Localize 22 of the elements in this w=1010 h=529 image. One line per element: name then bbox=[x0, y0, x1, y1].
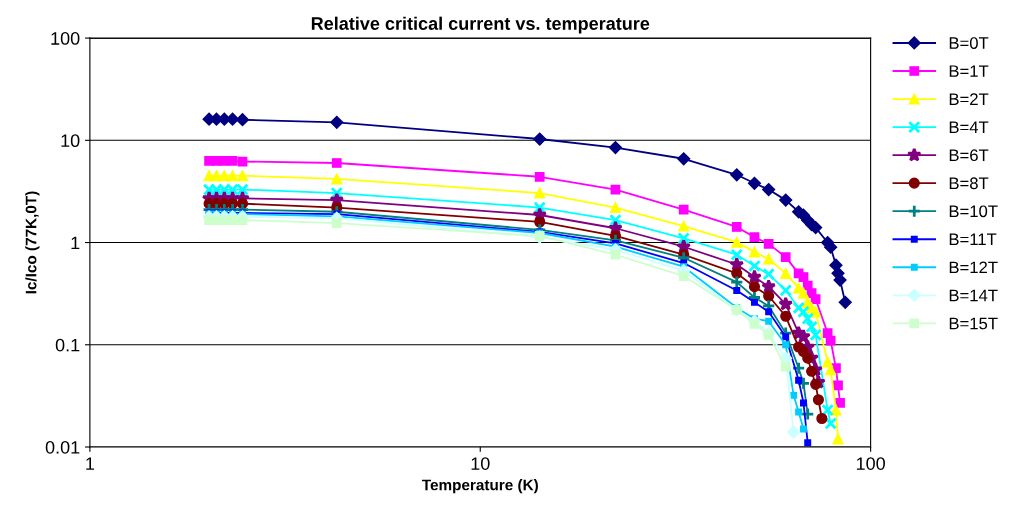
y-tick-label: 10 bbox=[61, 134, 80, 148]
legend-label: B=4T bbox=[949, 121, 989, 133]
legend-label: B=10T bbox=[949, 205, 998, 218]
legend-label: B=8T bbox=[949, 177, 989, 190]
legend-label: B=2T bbox=[949, 93, 989, 105]
legend-label: B=0T bbox=[949, 37, 989, 49]
legend-label: B=14T bbox=[949, 289, 998, 302]
y-tick-label: 0.01 bbox=[45, 440, 80, 454]
y-axis-title: Ic/Ico (77K,0T) bbox=[25, 191, 40, 294]
legend-label: B=12T bbox=[949, 261, 998, 274]
legend-label: B=6T bbox=[949, 149, 989, 162]
y-tick-label: 0.1 bbox=[55, 338, 80, 352]
legend-label: B=15T bbox=[949, 317, 998, 330]
x-tick-label: 1 bbox=[86, 457, 95, 470]
legend-label: B=11T bbox=[949, 233, 997, 246]
legend-label: B=1T bbox=[949, 65, 989, 77]
x-tick-label: 100 bbox=[856, 457, 885, 470]
x-tick-label: 10 bbox=[471, 457, 490, 470]
x-axis-title: Temperature (K) bbox=[421, 479, 538, 494]
y-tick-label: 100 bbox=[51, 32, 80, 45]
y-tick-label: 1 bbox=[71, 236, 80, 250]
chart-title: Relative critical current vs. temperature bbox=[311, 16, 650, 34]
